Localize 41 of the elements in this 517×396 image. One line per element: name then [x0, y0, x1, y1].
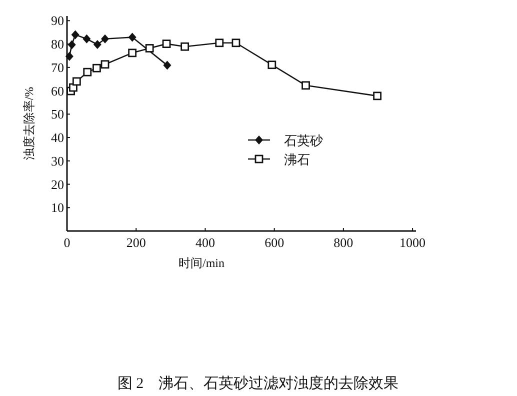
- caption: 图 2 沸石、石英砂过滤对浊度的去除效果: [117, 375, 399, 392]
- point: [71, 30, 80, 40]
- point: [128, 32, 136, 42]
- point: [72, 77, 81, 86]
- point: [163, 60, 172, 70]
- y-axis-title: 浊度去除率/%: [22, 86, 36, 160]
- point: [65, 52, 74, 61]
- point: [302, 81, 310, 90]
- point: [68, 40, 76, 50]
- y-tick-label: 80: [51, 36, 64, 52]
- point: [145, 44, 154, 52]
- y-tick-label: 30: [51, 153, 64, 168]
- point: [215, 38, 224, 48]
- y-tick-label: 70: [51, 60, 64, 75]
- point: [83, 68, 92, 76]
- y-tick-label: 50: [51, 106, 64, 122]
- point: [268, 60, 276, 70]
- x-tick-label: 400: [195, 235, 215, 250]
- x-tick-label: 600: [264, 235, 284, 250]
- legend-label: 沸石: [284, 152, 310, 167]
- x-tick-label: 1000: [400, 235, 426, 250]
- y-tick-label: 90: [51, 13, 64, 28]
- y-tick-label: 10: [51, 200, 64, 216]
- point: [92, 64, 101, 72]
- point: [93, 40, 102, 50]
- x-tick-label: 200: [126, 235, 146, 250]
- y-tick-label: 20: [51, 176, 64, 192]
- x-axis-title: 时间/min: [178, 256, 225, 270]
- x-tick-label: 800: [334, 235, 354, 250]
- point: [373, 92, 382, 100]
- legend-label: 石英砂: [284, 133, 323, 148]
- point: [100, 60, 110, 69]
- y-tick-label: 40: [51, 130, 64, 146]
- y-tick-label: 60: [51, 83, 64, 98]
- point: [180, 42, 190, 51]
- point: [232, 38, 240, 48]
- point: [101, 34, 110, 44]
- point: [128, 48, 137, 58]
- point: [82, 34, 91, 44]
- x-tick-label: 0: [64, 235, 70, 250]
- point: [162, 40, 171, 48]
